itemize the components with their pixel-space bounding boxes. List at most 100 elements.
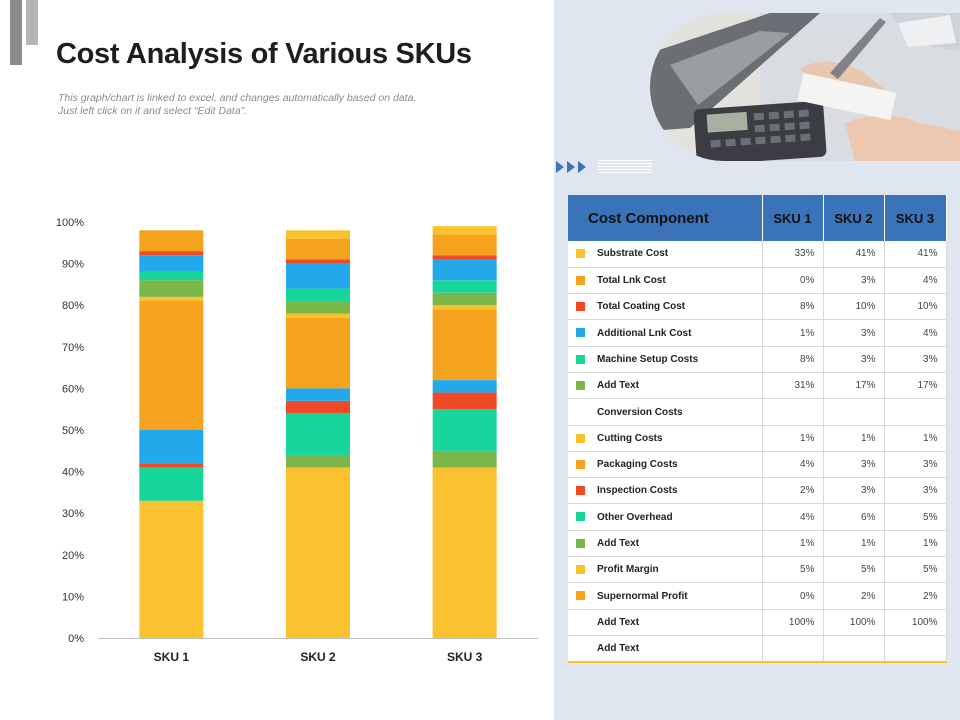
bar-segment [139,251,204,256]
bar-segment [286,313,350,318]
row-value-sku-1: 2% [762,477,824,505]
bar-segment [139,463,204,468]
row-label: Total Coating Cost [597,301,686,313]
header-sku-1: SKU 1 [762,195,824,241]
row-label-cell: Add Text [568,609,763,636]
row-value-sku-3: 3% [884,346,947,373]
row-value-sku-1: 4% [762,503,824,531]
row-label-cell: Cutting Costs [568,425,763,452]
row-value-sku-2: 3% [823,319,885,347]
swatch-spacer [576,616,585,625]
row-label-cell: Total Lnk Cost [568,267,763,295]
bar-segment [139,230,204,252]
row-label-cell: Add Text [568,635,763,663]
horizontal-lines-icon [598,160,652,174]
row-value-sku-1 [762,635,824,663]
row-value-sku-1: 8% [762,293,824,321]
row-value-sku-3: 2% [884,582,947,610]
table-row: Conversion Costs [568,398,947,426]
row-value-sku-3 [884,635,947,663]
row-value-sku-2: 2% [823,582,885,610]
color-swatch-icon [576,275,585,285]
row-label-cell: Add Text [568,372,763,400]
x-category-label: SKU 2 [300,650,336,664]
row-label-cell: Packaging Costs [568,451,763,479]
chevron-right-icon [578,161,586,173]
row-value-sku-3: 5% [884,503,947,531]
y-tick-label: 90% [62,259,84,271]
row-label-cell: Other Overhead [568,503,763,531]
row-label: Add Text [597,643,640,655]
table-header-row: Cost Component SKU 1 SKU 2 SKU 3 [568,195,947,241]
row-value-sku-1: 0% [762,267,824,295]
row-value-sku-2: 17% [823,372,885,400]
row-value-sku-1: 1% [762,319,824,347]
row-value-sku-2: 3% [823,451,885,479]
row-value-sku-2: 3% [823,267,885,295]
bar-segment [286,400,350,414]
y-tick-label: 20% [62,550,84,562]
bar-segment [286,230,350,239]
row-label-cell: Add Text [568,530,763,558]
desk-photo [650,13,960,161]
table-row: Add Text 100% 100% 100% [568,609,947,636]
table-row: Cutting Costs 1% 1% 1% [568,425,947,452]
row-label: Additional Lnk Cost [597,327,692,339]
bar-segment [286,259,350,264]
y-tick-label: 0% [68,633,84,645]
swatch-spacer [576,642,585,651]
y-tick-label: 40% [62,467,84,479]
chevron-right-icon [567,161,575,173]
row-label: Add Text [597,537,640,549]
row-value-sku-3: 5% [884,556,947,584]
color-swatch-icon [576,591,585,601]
bar-segment [139,255,204,272]
y-tick-label: 10% [62,591,84,603]
bar-segment [286,454,350,468]
bar-segment [286,301,350,314]
bar-segment [432,409,497,451]
row-value-sku-3 [884,398,947,426]
row-value-sku-2: 10% [823,293,885,321]
bar-segment [432,234,497,256]
table-row: Add Text [568,635,947,663]
color-swatch-icon [576,459,585,469]
bar-segment [139,301,204,430]
section-divider [556,158,656,178]
row-label: Substrate Cost [597,248,669,260]
row-value-sku-2: 3% [823,477,885,505]
row-value-sku-3: 1% [884,425,947,452]
row-value-sku-3: 3% [884,477,947,505]
row-label-cell: Supernormal Profit [568,582,763,610]
row-value-sku-1: 4% [762,451,824,479]
bar-segment [432,292,497,306]
row-value-sku-1: 0% [762,582,824,610]
row-label-cell: Total Coating Cost [568,293,763,321]
bar-segment [432,450,497,468]
bar-segment [139,296,204,302]
color-swatch-icon [576,512,585,522]
table-row: Total Coating Cost 8% 10% 10% [568,293,947,321]
row-value-sku-1: 100% [762,609,824,636]
table-row: Additional Lnk Cost 1% 3% 4% [568,319,947,347]
bar-segment [286,238,350,260]
bar-segment [139,500,204,638]
color-swatch-icon [576,433,585,443]
cost-table: Cost Component SKU 1 SKU 2 SKU 3 Substra… [568,195,947,663]
row-label: Packaging Costs [597,459,678,471]
row-value-sku-3: 4% [884,319,947,347]
row-label-cell: Substrate Cost [568,241,763,268]
header-sku-2: SKU 2 [823,195,885,241]
color-swatch-icon [576,565,585,575]
row-value-sku-3: 1% [884,530,947,558]
bar-segment [139,280,204,297]
bar-segment [139,271,204,281]
bar-segment [286,317,350,389]
bar-segment [432,392,497,410]
color-swatch-icon [576,354,585,364]
row-value-sku-3: 3% [884,451,947,479]
row-value-sku-2: 6% [823,503,885,531]
row-label-cell: Machine Setup Costs [568,346,763,373]
chart-svg: 0% 10% 20% 30% 40% 50% 60% 70% 80% 90% 100% SKU 1 SK… [56,217,538,664]
color-swatch-icon [576,328,585,338]
